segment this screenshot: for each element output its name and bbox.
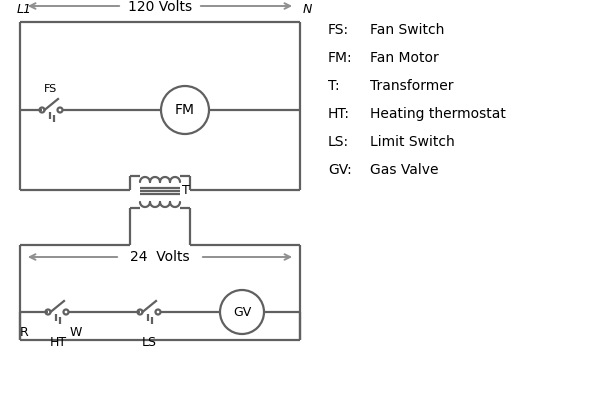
Text: GV:: GV: bbox=[328, 163, 352, 177]
Text: Limit Switch: Limit Switch bbox=[370, 135, 455, 149]
Text: GV: GV bbox=[233, 306, 251, 318]
Text: N: N bbox=[303, 3, 312, 16]
Text: Heating thermostat: Heating thermostat bbox=[370, 107, 506, 121]
Text: FS:: FS: bbox=[328, 23, 349, 37]
Text: LS:: LS: bbox=[328, 135, 349, 149]
Text: T: T bbox=[182, 184, 190, 198]
Text: Fan Motor: Fan Motor bbox=[370, 51, 439, 65]
Text: LS: LS bbox=[142, 336, 157, 349]
Text: Gas Valve: Gas Valve bbox=[370, 163, 438, 177]
Text: R: R bbox=[20, 326, 29, 339]
Text: L1: L1 bbox=[17, 3, 32, 16]
Text: HT:: HT: bbox=[328, 107, 350, 121]
Text: HT: HT bbox=[50, 336, 67, 349]
Text: 24  Volts: 24 Volts bbox=[130, 250, 190, 264]
Text: T:: T: bbox=[328, 79, 340, 93]
Text: 120 Volts: 120 Volts bbox=[128, 0, 192, 14]
Text: FM: FM bbox=[175, 103, 195, 117]
Text: FM:: FM: bbox=[328, 51, 353, 65]
Text: Transformer: Transformer bbox=[370, 79, 454, 93]
Text: FS: FS bbox=[44, 84, 57, 94]
Text: W: W bbox=[70, 326, 83, 339]
Text: Fan Switch: Fan Switch bbox=[370, 23, 444, 37]
